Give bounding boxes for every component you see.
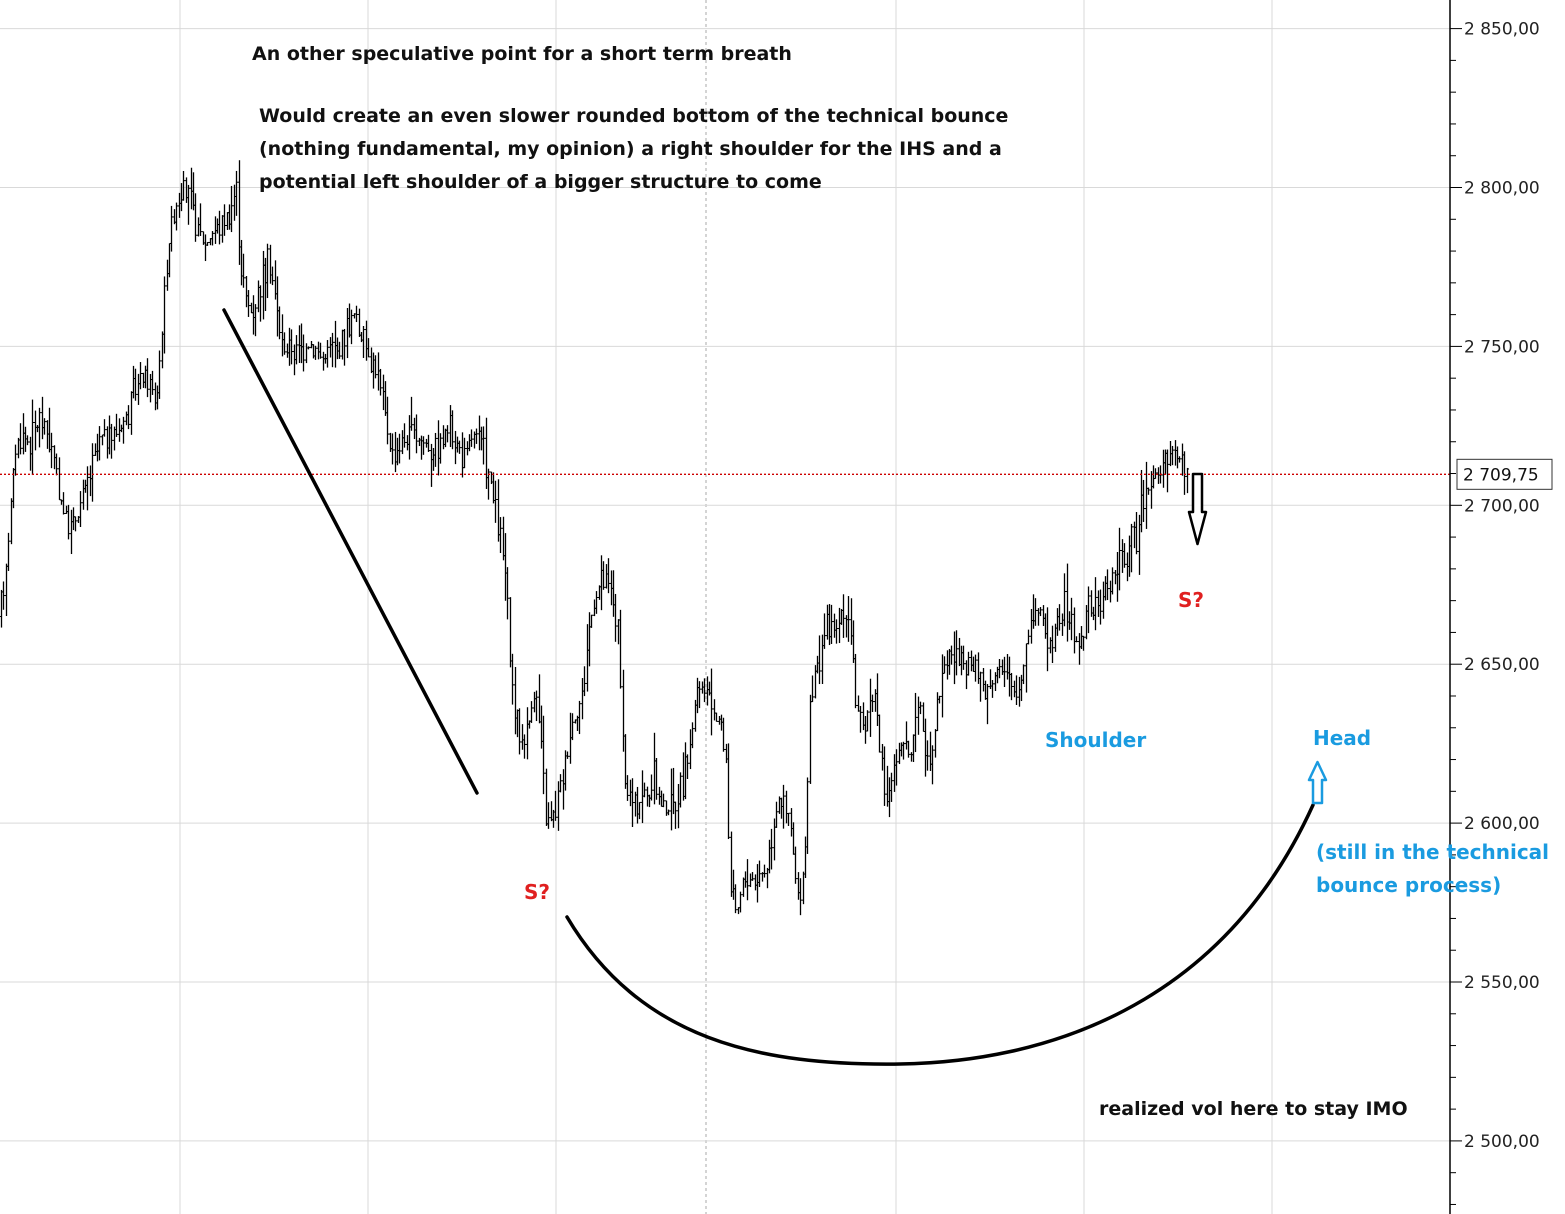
shoulder-question-left: S? [524, 880, 551, 904]
bounce-note-line-1: (still in the technical [1316, 840, 1550, 864]
chart-grid [0, 0, 1450, 1214]
analysis-line-1: Would create an even slower rounded bott… [259, 105, 1009, 127]
y-tick-label: 2 550,00 [1464, 973, 1540, 993]
shoulder-label: Shoulder [1045, 728, 1147, 752]
y-tick-label: 2 650,00 [1464, 655, 1540, 675]
down-arrow-icon [1187, 472, 1208, 546]
y-tick-label: 2 500,00 [1464, 1132, 1540, 1152]
analysis-line-2: (nothing fundamental, my opinion) a righ… [259, 138, 1002, 160]
vol-note: realized vol here to stay IMO [1099, 1098, 1408, 1120]
y-tick-label: 2 600,00 [1464, 814, 1540, 834]
candlestick-series [0, 160, 1189, 916]
price-axis: 2 850,00 2 800,00 2 750,00 2 700,00 2 650,00… [1449, 0, 1540, 1214]
bounce-note-line-2: bounce process) [1316, 873, 1502, 897]
head-label: Head [1313, 726, 1372, 750]
analysis-paragraph: Would create an even slower rounded bott… [259, 100, 1079, 199]
y-tick-label: 2 700,00 [1464, 496, 1540, 516]
y-tick-label: 2 800,00 [1464, 179, 1540, 199]
current-price-box: 2 709,75 [1456, 458, 1553, 490]
up-arrow-icon [1307, 760, 1328, 805]
current-price-label: 2 709,75 [1463, 465, 1539, 485]
rounded-bottom-arc [565, 803, 1315, 1066]
y-tick-label: 2 750,00 [1464, 337, 1540, 357]
y-tick-label: 2 850,00 [1464, 20, 1540, 40]
trend-line [222, 308, 479, 795]
analysis-line-3: potential left shoulder of a bigger stru… [259, 171, 822, 193]
title-note: An other speculative point for a short t… [252, 43, 792, 65]
bounce-note: (still in the technical bounce process) [1316, 836, 1549, 902]
shoulder-question-right: S? [1178, 588, 1205, 612]
